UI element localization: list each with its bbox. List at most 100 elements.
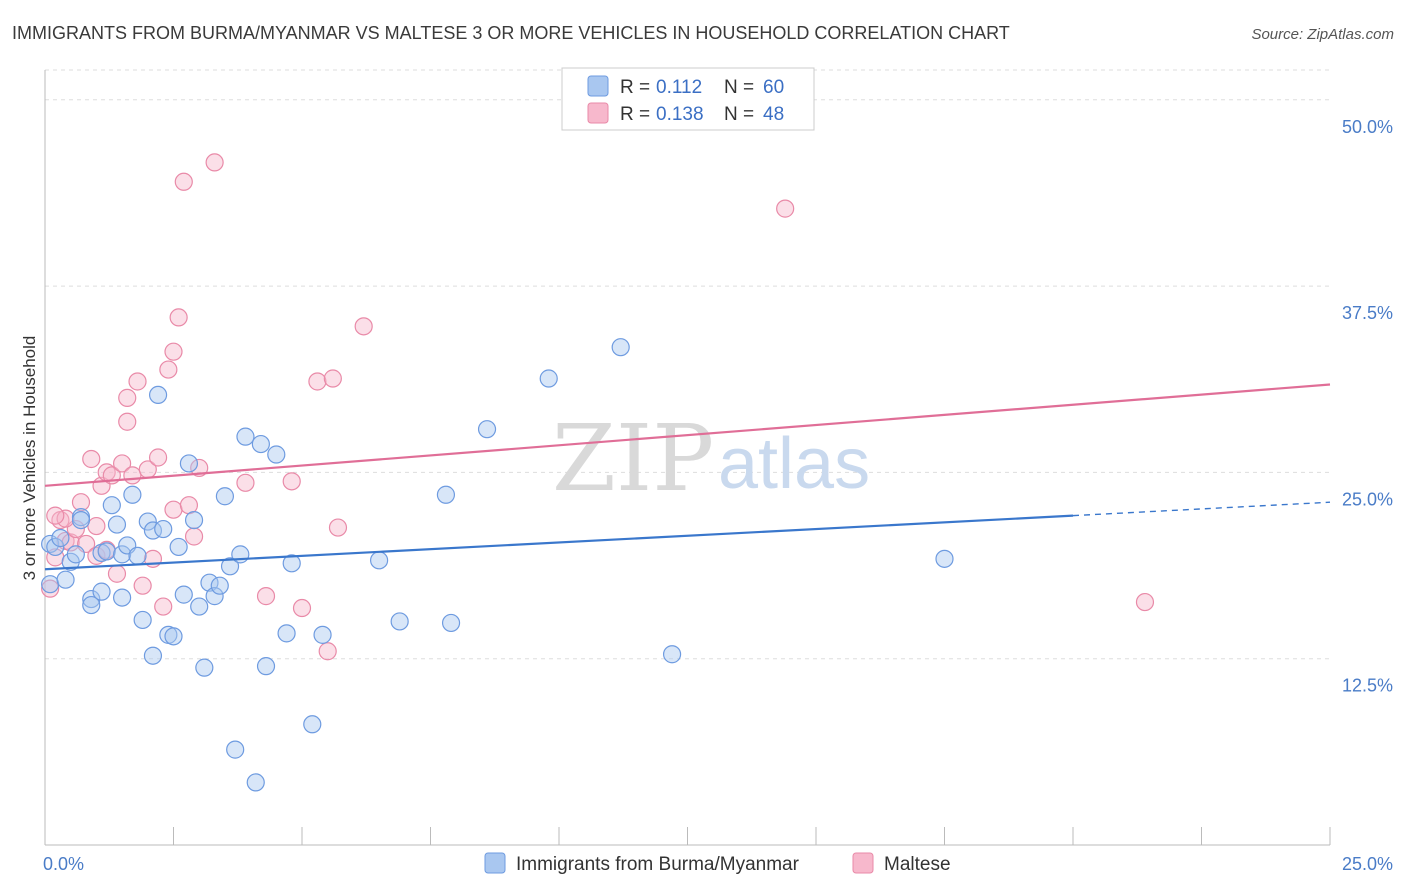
legend-swatch-maltese (587, 102, 609, 124)
watermark: ZIP atlas (552, 405, 870, 512)
maltese-point-39 (323, 369, 342, 388)
trendline-maltese (44, 383, 1331, 487)
burma-point-51 (370, 551, 389, 570)
trendline-burma (44, 514, 1074, 571)
burma-point-24 (143, 646, 163, 665)
burma-point-59 (935, 549, 954, 568)
y-tick-label-3: 50.0% (1342, 117, 1393, 137)
burma-point-38 (215, 487, 234, 506)
burma-point-25 (148, 385, 168, 405)
burma-point-56 (539, 369, 558, 388)
burma-point-16 (112, 545, 132, 564)
legend-r-value-burma: 0.112 (656, 77, 702, 98)
burma-point-26 (154, 519, 173, 539)
burma-point-21 (133, 610, 152, 630)
maltese-point-42 (776, 199, 795, 218)
y-tick-label-2: 37.5% (1342, 303, 1393, 323)
y-tick-label-1: 25.0% (1342, 489, 1393, 509)
burma-point-32 (184, 510, 204, 530)
burma-point-52 (390, 612, 409, 631)
burma-point-46 (267, 445, 286, 464)
burma-point-29 (169, 537, 188, 557)
burma-point-58 (662, 645, 682, 664)
maltese-point-34 (256, 587, 276, 606)
burma-point-19 (123, 485, 142, 504)
maltese-point-46 (46, 506, 65, 525)
burma-point-31 (179, 454, 199, 473)
burma-point-53 (436, 485, 456, 504)
burma-point-37 (210, 576, 229, 595)
burma-point-50 (313, 625, 332, 644)
y-axis-label: 3 or more Vehicles in Household (20, 336, 39, 581)
x-tick-max: 25.0% (1342, 854, 1393, 874)
legend-n-label-maltese: N = (724, 104, 754, 125)
burma-point-22 (138, 512, 157, 531)
burma-point-28 (164, 627, 183, 646)
maltese-point-41 (354, 317, 373, 336)
axes (44, 70, 1331, 846)
maltese-point-0 (41, 579, 60, 598)
legend-r-value-maltese: 0.138 (656, 104, 704, 125)
legend-swatch-burma (587, 75, 609, 97)
burma-point-8 (71, 510, 91, 530)
legend-r-label-burma: R = (620, 77, 650, 98)
burma-point-57 (611, 338, 630, 357)
maltese-point-45 (87, 516, 106, 536)
maltese-point-40 (328, 518, 348, 537)
watermark-zip: ZIP (552, 405, 714, 512)
bottom-legend-label-maltese: Maltese (884, 854, 951, 875)
maltese-point-14 (107, 564, 127, 583)
legend-box: R = 0.112 N = 60 R = 0.138 N = 48 (561, 67, 815, 131)
legend-n-value-burma: 60 (763, 77, 784, 98)
maltese-point-38 (318, 642, 337, 661)
maltese-point-17 (118, 388, 137, 407)
x-tick-min: 0.0% (43, 854, 84, 874)
burma-point-43 (246, 773, 265, 792)
maltese-point-29 (174, 172, 193, 191)
legend-r-label-maltese: R = (620, 104, 650, 125)
maltese-point-47 (184, 527, 204, 546)
burma-point-1 (41, 534, 60, 554)
burma-point-0 (41, 575, 60, 594)
chart-title: IMMIGRANTS FROM BURMA/MYANMAR VS MALTESE… (12, 23, 1010, 43)
legend-n-value-maltese: 48 (763, 104, 784, 125)
burma-point-47 (277, 624, 296, 643)
maltese-point-37 (308, 372, 327, 391)
burma-point-2 (46, 537, 65, 557)
burma-point-30 (174, 585, 193, 604)
trendlines (44, 383, 1331, 571)
maltese-point-33 (236, 473, 255, 492)
watermark-atlas: atlas (718, 424, 870, 504)
series-maltese-points (41, 153, 1155, 661)
burma-point-15 (107, 515, 127, 534)
maltese-point-23 (148, 448, 168, 467)
burma-point-54 (441, 613, 461, 633)
burma-point-33 (190, 597, 209, 616)
bottom-legend: Immigrants from Burma/Myanmar Maltese (484, 852, 951, 875)
legend-n-label-burma: N = (724, 77, 754, 98)
burma-point-42 (236, 427, 255, 446)
trendline-burma-extension (1072, 501, 1331, 517)
maltese-point-44 (56, 509, 75, 528)
bottom-legend-swatch-burma (484, 852, 506, 874)
burma-point-39 (220, 557, 240, 576)
burma-point-48 (282, 554, 301, 573)
series-burma-points (41, 338, 954, 792)
burma-point-49 (303, 715, 322, 734)
maltese-point-9 (87, 546, 106, 565)
maltese-point-8 (82, 449, 101, 469)
burma-point-35 (200, 573, 219, 592)
maltese-point-24 (154, 597, 173, 616)
maltese-point-27 (164, 342, 183, 361)
bottom-legend-label-burma: Immigrants from Burma/Myanmar (516, 854, 800, 875)
maltese-point-15 (112, 454, 132, 473)
maltese-point-43 (1135, 592, 1155, 612)
bottom-legend-swatch-maltese (852, 852, 874, 874)
maltese-point-26 (164, 500, 183, 519)
burma-point-4 (56, 570, 75, 589)
burma-point-11 (92, 582, 111, 601)
maltese-point-35 (282, 472, 301, 491)
maltese-point-19 (128, 372, 147, 391)
maltese-point-28 (169, 308, 188, 327)
